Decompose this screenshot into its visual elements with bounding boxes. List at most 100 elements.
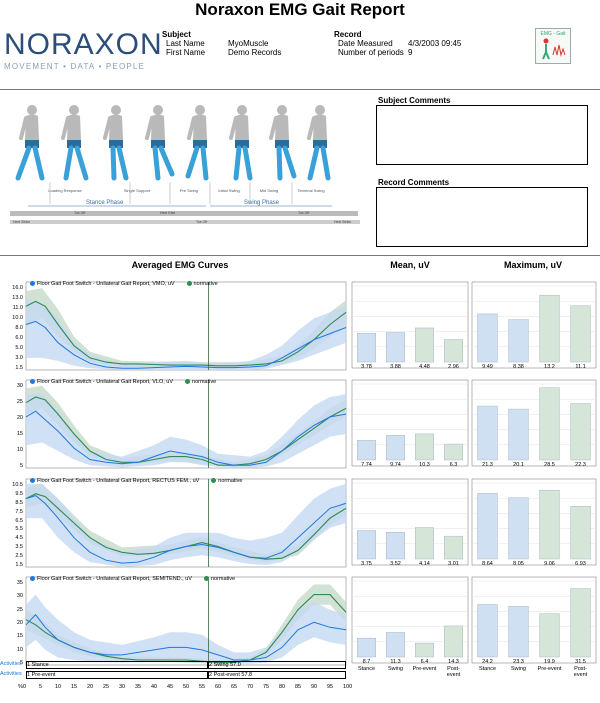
activity-swing-row: 2 Swing 57.0 <box>208 661 346 669</box>
x-tick-label: 35 <box>135 684 142 690</box>
bar-value-label: 7.74 <box>361 462 372 468</box>
normative-legend-label: normative <box>192 379 217 385</box>
y-tick-label: 5 <box>19 463 23 469</box>
bar-value-label: 6.93 <box>575 561 586 567</box>
normative-legend-dot <box>185 379 191 385</box>
bar <box>570 588 591 658</box>
measured-band <box>26 483 346 567</box>
x-tick-label: 25 <box>103 684 110 690</box>
y-tick-label: 25 <box>16 399 23 405</box>
bar <box>508 319 529 363</box>
bar <box>357 530 376 560</box>
logo-wordmark: NORAXON <box>4 28 163 61</box>
y-tick-label: 35 <box>16 580 23 586</box>
y-tick-label: 6.5 <box>15 517 23 524</box>
date-measured-label: Date Measured <box>338 39 393 48</box>
bar-value-label: 20.1 <box>513 462 524 468</box>
normative-legend-dot <box>211 478 217 484</box>
event-heel-strike-1: Heel Strike <box>13 220 31 224</box>
x-tick-label: 20 <box>87 684 94 690</box>
bar-value-label: 28.5 <box>544 462 555 468</box>
x-tick-label: 100 <box>343 684 353 690</box>
bar <box>508 497 529 560</box>
bar-value-label: 24.2 <box>482 659 493 665</box>
measured-legend-dot <box>30 576 35 582</box>
event-heel-rise: Heel Rise <box>160 211 176 215</box>
bar-value-label: 3.88 <box>390 364 401 370</box>
x-tick-label: 75 <box>263 684 270 690</box>
bar-value-label: 2.96 <box>448 364 459 370</box>
bar <box>508 606 529 658</box>
subject-block: Subject Last Name MyoMuscle First Name D… <box>162 30 332 57</box>
curve-legend: Floor Gait Foot Switch - Unilateral Gait… <box>30 281 218 287</box>
y-tick-label: 25 <box>16 606 23 613</box>
y-tick-label: 13.0 <box>12 295 23 301</box>
bar <box>444 443 463 461</box>
date-measured-value: 4/3/2003 09:45 <box>408 39 462 48</box>
walker-figure <box>15 104 45 181</box>
measured-curve <box>25 320 347 369</box>
bar-value-label: 21.3 <box>482 462 493 468</box>
x-tick-label: 55 <box>199 684 206 690</box>
section-divider <box>0 255 600 256</box>
subject-comments-box[interactable] <box>376 105 588 165</box>
event-toe-off-bottom: Toe Off <box>196 220 208 224</box>
activities-label-2: Activities <box>0 671 22 677</box>
curve-legend: Floor Gait Foot Switch - Unilateral Gait… <box>30 478 242 484</box>
y-tick-label: 30 <box>16 383 23 389</box>
bar-value-label: 22.3 <box>575 462 586 468</box>
bar-value-label: 8.38 <box>513 364 524 370</box>
x-tick-label: 95 <box>327 684 334 690</box>
bar-value-label: 11.1 <box>575 364 586 370</box>
normative-legend-dot <box>203 576 209 582</box>
record-heading: Record <box>334 30 362 39</box>
activity-post-event: 2 Post-event 57.8 <box>209 672 253 678</box>
bar-value-label: 9.49 <box>482 364 493 370</box>
bar <box>415 527 434 560</box>
report-title: Noraxon EMG Gait Report <box>195 0 405 19</box>
phase-pre-swing: Pre Swing <box>179 188 199 193</box>
y-tick-label: 10.5 <box>12 482 23 488</box>
y-tick-label: 5.0 <box>15 345 23 351</box>
record-block: Record Date Measured 4/3/2003 09:45 Numb… <box>334 30 514 57</box>
record-comments-title: Record Comments <box>378 178 450 187</box>
last-name-label: Last Name <box>166 39 205 48</box>
measured-legend-label: Floor Gait Foot Switch - Unilateral Gait… <box>37 281 175 287</box>
measured-legend-dot <box>30 478 35 484</box>
y-tick-label: 5.5 <box>15 526 23 533</box>
first-name-label: First Name <box>166 48 206 57</box>
first-name-value: Demo Records <box>228 48 282 57</box>
phase-terminal-swing: Terminal Swing <box>297 188 325 193</box>
bar-category-label: Swing <box>388 666 403 672</box>
walker-figure <box>103 104 129 181</box>
bar <box>444 339 463 363</box>
measured-legend-label: Floor Gait Foot Switch - Unilateral Gait… <box>37 478 200 484</box>
bar-value-label: 4.14 <box>419 561 430 567</box>
y-tick-label: 15 <box>16 633 23 640</box>
stance-phase-label: Stance Phase <box>86 200 124 206</box>
bar-value-label: 3.75 <box>361 561 372 567</box>
bar-charts-area <box>351 281 597 664</box>
measured-curve <box>25 495 347 564</box>
y-tick-label: 4.5 <box>15 535 23 542</box>
bar <box>357 440 376 461</box>
x-tick-label: 60 <box>215 684 222 690</box>
record-comments-box[interactable] <box>376 187 588 247</box>
x-tick-label: 15 <box>71 684 78 690</box>
walker-figure <box>61 104 89 181</box>
bar-value-label: 3.78 <box>361 364 372 370</box>
bar <box>415 327 434 363</box>
bar-value-label: 11.3 <box>390 659 401 665</box>
walker-figure <box>269 104 297 181</box>
bar <box>386 435 405 461</box>
measured-legend-label: Floor Gait Foot Switch - Unilateral Gait… <box>37 379 174 385</box>
y-tick-label: 3.5 <box>15 544 23 551</box>
phase-mid-swing: Mid Swing <box>259 188 279 193</box>
measured-legend-dot <box>30 379 35 385</box>
walker-figure <box>185 104 209 181</box>
bar <box>357 637 376 658</box>
header-divider <box>0 89 600 90</box>
curves-header: Averaged EMG Curves <box>131 260 229 270</box>
y-tick-label: 8.5 <box>15 499 23 506</box>
y-tick-label: 11.0 <box>12 305 23 311</box>
